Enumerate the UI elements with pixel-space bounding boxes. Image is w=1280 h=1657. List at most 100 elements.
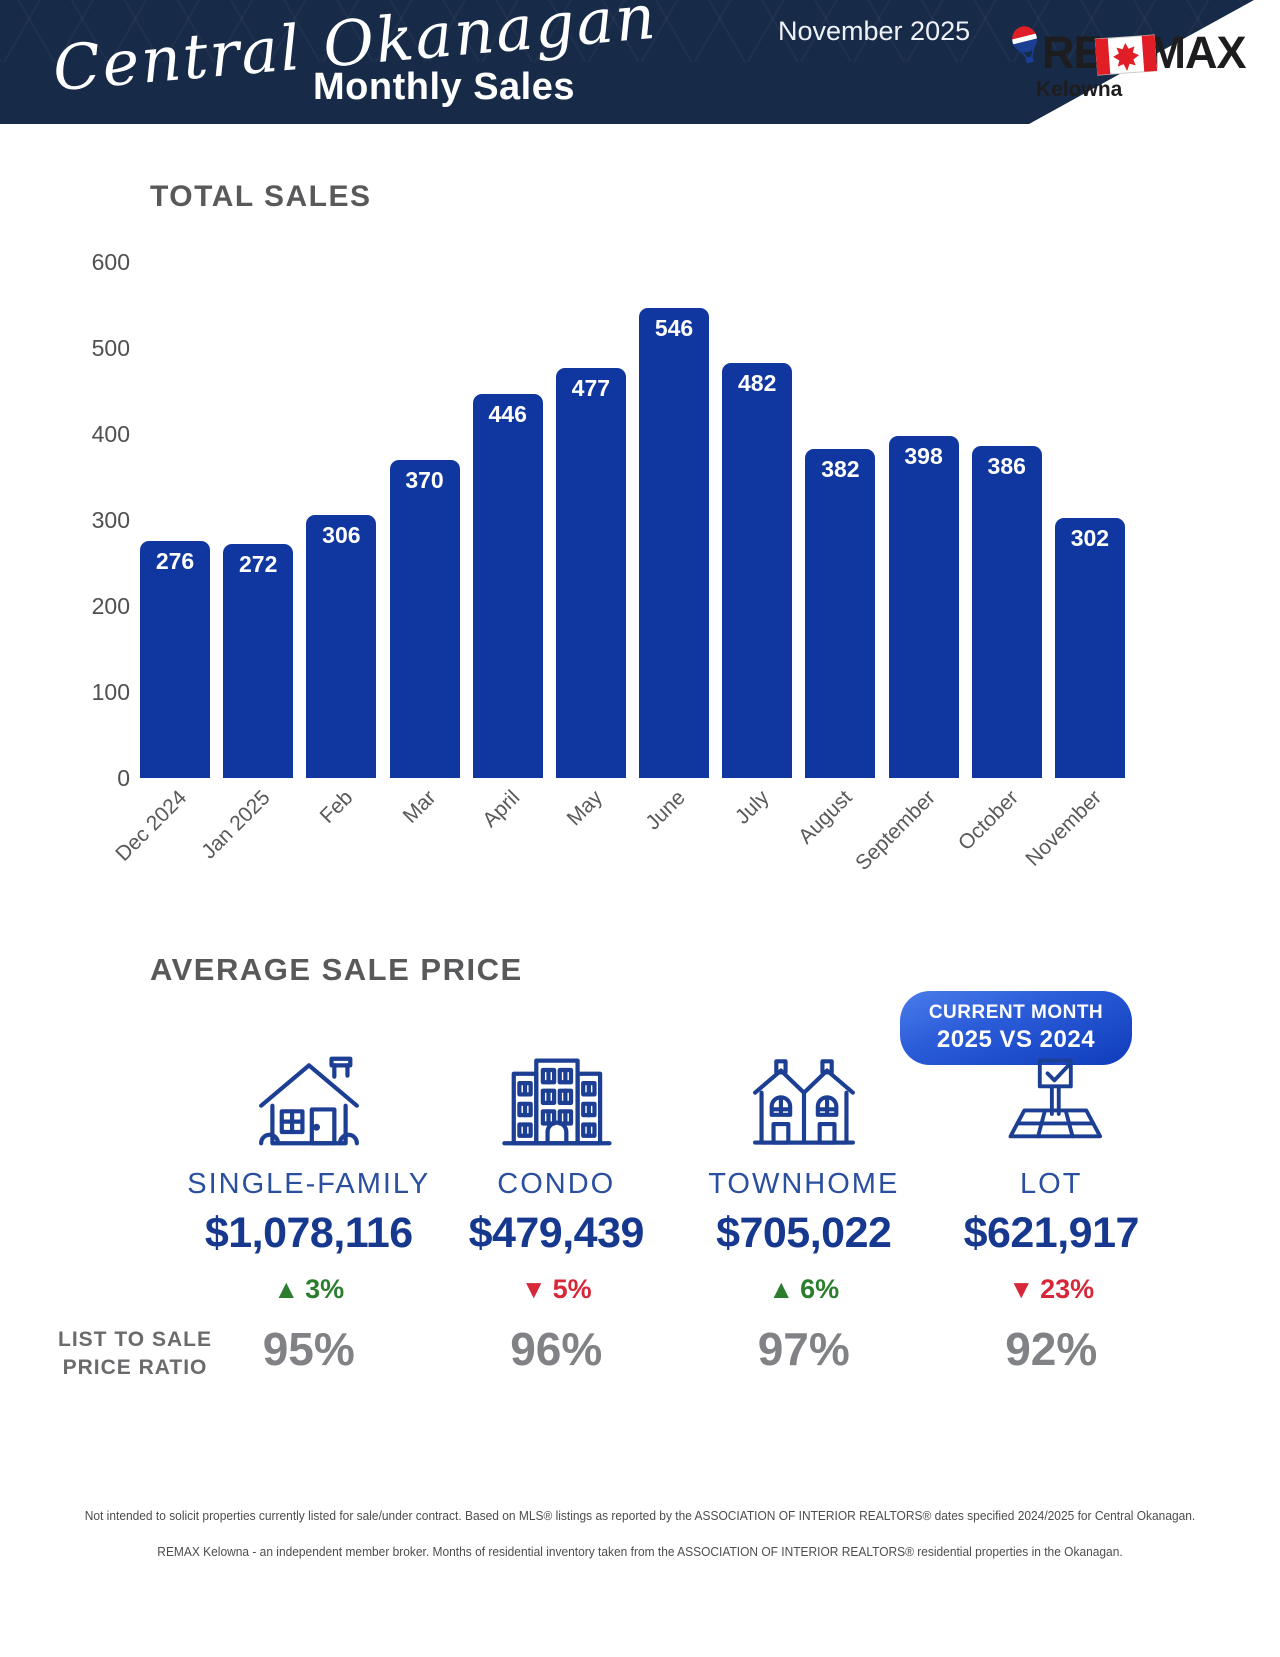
badge-line1: CURRENT MONTH (928, 1002, 1104, 1024)
category-label: CONDO (497, 1168, 616, 1200)
disclaimer-line2: REMAX Kelowna - an independent member br… (157, 1544, 1123, 1559)
category-price: $1,078,116 (204, 1209, 413, 1257)
category-townhome: TOWNHOME $705,022 ▲ 6% (680, 1042, 928, 1305)
ratio-value: 95% (262, 1323, 355, 1375)
bar-column: 302 November (1021, 518, 1125, 871)
list-to-sale-label-line1: LIST TO SALE (58, 1328, 212, 1351)
change-percent: 3% (305, 1274, 345, 1304)
x-axis-label: Mar (398, 786, 441, 828)
house-icon (248, 1042, 370, 1154)
disclaimer-line1: Not intended to solicit properties curre… (84, 1508, 1196, 1523)
category-condo: CONDO $479,439 ▼ 5% (433, 1042, 681, 1305)
bar-value-label: 477 (571, 375, 611, 401)
hex-pattern-decoration (0, 0, 1254, 62)
current-month-badge: CURRENT MONTH 2025 VS 2024 (900, 991, 1132, 1065)
category-label: TOWNHOME (708, 1168, 900, 1200)
x-axis-label: July (730, 786, 774, 829)
bar-value-label: 398 (904, 443, 943, 469)
bar-value-label: 276 (155, 548, 195, 574)
x-axis-label: Jan 2025 (197, 786, 275, 864)
brand-office: Kelowna (1036, 78, 1123, 101)
bar: 386 (971, 446, 1042, 778)
y-axis-tick: 0 (117, 765, 130, 791)
category-change: ▲ 3% (273, 1274, 344, 1305)
y-axis-tick: 600 (91, 249, 130, 275)
y-axis-tick: 300 (91, 507, 130, 533)
canada-flag-icon (1094, 33, 1157, 76)
bar-column: 276 Dec 2024 (111, 541, 210, 866)
change-arrow-icon: ▲ (768, 1274, 795, 1304)
bar: 482 (722, 363, 793, 778)
category-price: $479,439 (468, 1209, 645, 1257)
category-change: ▼ 5% (521, 1274, 592, 1305)
category-lot: LOT $621,917 ▼ 23% (928, 1042, 1176, 1305)
remax-logo: RE MAX Kelowna (1004, 16, 1274, 108)
bar: 382 (805, 449, 876, 778)
list-to-sale-label: LIST TO SALE PRICE RATIO (30, 1326, 240, 1383)
bar: 276 (140, 541, 210, 778)
x-axis-label: September (850, 786, 940, 875)
x-axis-label: November (1021, 786, 1107, 871)
chart-title: TOTAL SALES (150, 180, 372, 213)
disclaimer: Not intended to solicit properties curre… (0, 1498, 1280, 1570)
bar: 306 (306, 515, 377, 778)
x-axis-label: Feb (315, 786, 358, 828)
bar-column: 477 May (555, 368, 626, 830)
x-axis-label: April (477, 786, 524, 832)
page-title: Monthly Sales (313, 66, 575, 108)
bar-column: 272 Jan 2025 (197, 544, 294, 863)
bar: 302 (1054, 518, 1125, 778)
category-label: SINGLE-FAMILY (187, 1168, 431, 1200)
bar-value-label: 386 (987, 453, 1026, 479)
list-to-sale-values: 95% 96% 97% 92% (185, 1322, 1175, 1376)
bar-column: 482 July (722, 363, 793, 829)
ratio-value: 97% (757, 1323, 850, 1375)
bar-value-label: 382 (821, 456, 860, 482)
bar-column: 382 August (794, 449, 876, 849)
total-sales-chart: TOTAL SALES 0 100 200 300 400 500 600 276 Dec 2… (0, 180, 1280, 920)
average-sale-price-grid: SINGLE-FAMILY $1,078,116 ▲ 3% (185, 1042, 1175, 1305)
category-price: $621,917 (963, 1209, 1140, 1257)
lot-icon (995, 1042, 1107, 1154)
category-label: LOT (1020, 1168, 1083, 1200)
bar-column: 398 September (851, 436, 959, 875)
bar-column: 386 October (954, 446, 1042, 855)
change-percent: 5% (552, 1274, 592, 1304)
header-banner (0, 0, 1254, 124)
bar: 370 (389, 460, 460, 778)
y-axis: 0 100 200 300 400 500 600 (40, 240, 130, 800)
report-date: November 2025 (778, 16, 971, 46)
bar-value-label: 302 (1070, 525, 1110, 551)
category-change: ▼ 23% (1008, 1274, 1094, 1305)
bar-column: 306 Feb (306, 515, 377, 828)
bar-column: 446 April (472, 394, 543, 832)
change-percent: 23% (1040, 1274, 1095, 1304)
brand-re: RE (1042, 27, 1104, 78)
change-percent: 6% (800, 1274, 840, 1304)
change-arrow-icon: ▼ (520, 1274, 547, 1304)
bar-column: 546 June (639, 308, 710, 834)
condo-icon (495, 1042, 617, 1154)
y-axis-tick: 200 (91, 593, 130, 619)
bar-value-label: 546 (654, 315, 694, 341)
ratio-value: 96% (510, 1323, 603, 1375)
bar: 546 (639, 308, 710, 778)
x-axis-label: October (953, 786, 1023, 856)
category-single-family: SINGLE-FAMILY $1,078,116 ▲ 3% (185, 1042, 433, 1305)
townhome-icon (744, 1042, 864, 1154)
bar-plot: 276 Dec 2024 272 Jan 2025 306 Feb 370 Mar 446 Apr… (111, 262, 1125, 875)
y-axis-tick: 100 (91, 679, 130, 705)
average-sale-price-title: AVERAGE SALE PRICE (150, 952, 523, 987)
bar: 398 (888, 436, 959, 778)
balloon-icon (1009, 23, 1040, 64)
bar: 477 (555, 368, 626, 778)
bar-value-label: 306 (322, 522, 361, 548)
bar: 446 (472, 394, 543, 778)
bar-value-label: 446 (488, 401, 527, 427)
x-axis-label: May (562, 786, 608, 831)
x-axis-label: August (794, 786, 857, 849)
brand-max: MAX (1148, 27, 1247, 78)
bar-value-label: 482 (738, 370, 777, 396)
bar: 272 (223, 544, 294, 778)
ratio-value: 92% (1005, 1323, 1098, 1375)
